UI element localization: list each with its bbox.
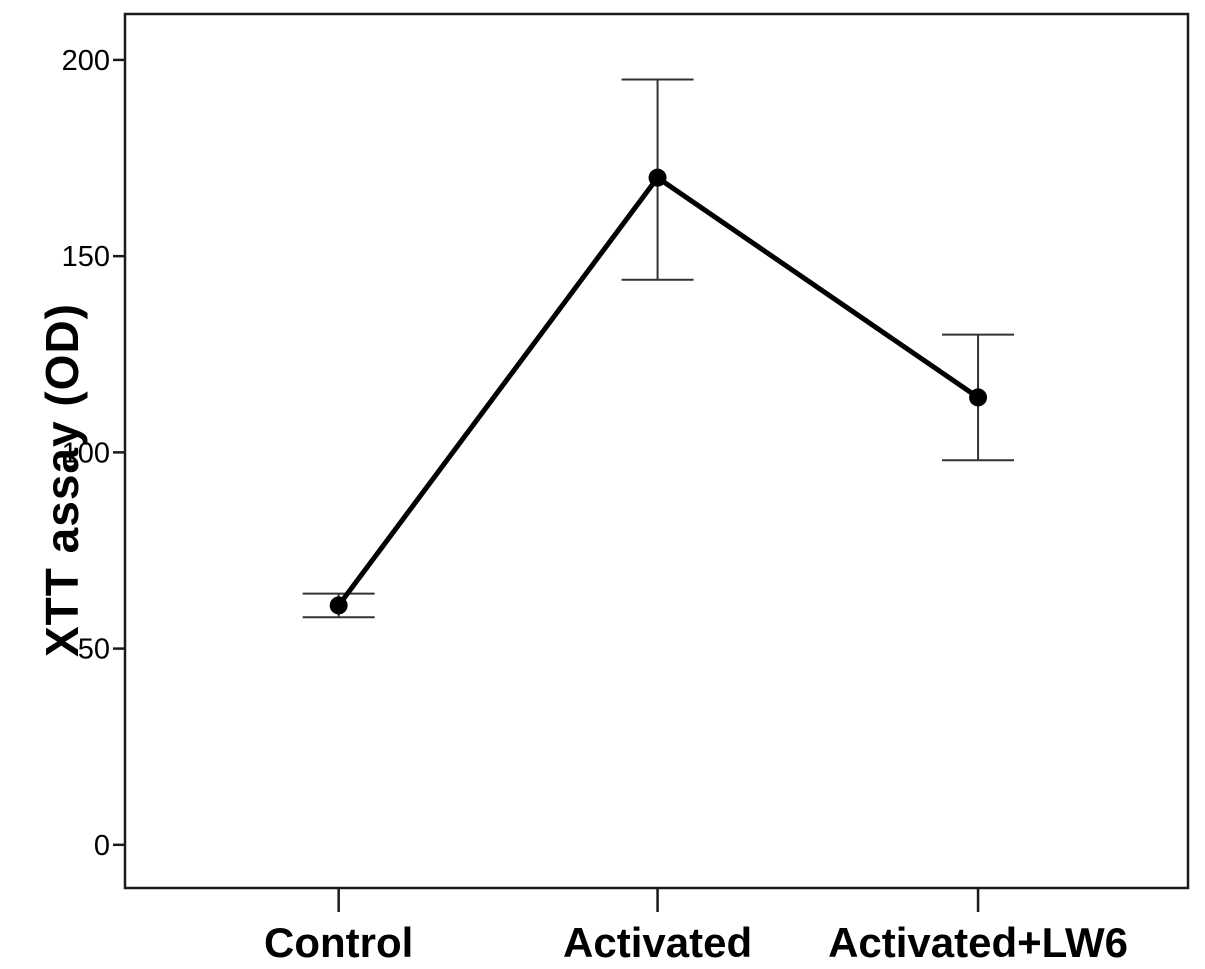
plot-area: 0 50 100 150 200 Control Activated Activated+LW… — [62, 12, 1190, 966]
y-tick-label: 0 — [94, 830, 110, 862]
data-point-marker — [329, 596, 348, 615]
y-axis-title: XTT assay (OD) — [36, 303, 88, 657]
y-tick-label: 150 — [62, 241, 110, 273]
plot-border — [123, 12, 1190, 890]
x-category-label: Activated+LW6 — [828, 919, 1128, 966]
data-point-marker — [648, 168, 667, 187]
x-category-label: Activated — [563, 919, 752, 966]
y-tick-label: 50 — [78, 634, 110, 666]
y-tick-label: 100 — [62, 437, 110, 469]
x-category-label: Control — [264, 919, 413, 966]
y-tick-label: 200 — [62, 45, 110, 77]
data-point-marker — [969, 388, 988, 407]
